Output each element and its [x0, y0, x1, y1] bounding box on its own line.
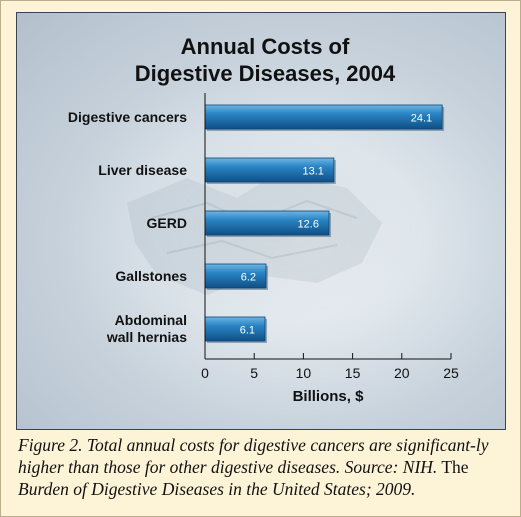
x-tick-label: 15: [345, 365, 361, 381]
x-tick-label: 20: [394, 365, 410, 381]
category-label: Liver disease: [98, 162, 187, 178]
category-label: Gallstones: [115, 268, 187, 284]
caption-italic-text: Figure 2. Total annual costs for digesti…: [18, 435, 489, 477]
chart-title-line: Annual Costs of: [181, 34, 350, 59]
bar: [204, 104, 443, 130]
chart-title-line: Digestive Diseases, 2004: [135, 61, 396, 86]
caption-plain-text: The: [437, 457, 469, 477]
bar-value-label: 24.1: [411, 113, 432, 125]
x-axis-label: Billions, $: [293, 388, 365, 405]
x-tick-label: 25: [443, 365, 459, 381]
bar: [204, 263, 267, 289]
x-tick-label: 5: [250, 365, 258, 381]
bar: [204, 157, 335, 183]
bar-value-label: 12.6: [298, 219, 319, 231]
x-tick-label: 10: [296, 365, 312, 381]
category-label: Abdominal: [115, 312, 187, 328]
caption-year: ; 2009.: [365, 479, 416, 499]
bar-value-label: 6.1: [240, 325, 255, 337]
category-label: wall hernias: [106, 329, 187, 345]
caption-source-title: Burden of Digestive Diseases in the Unit…: [18, 479, 366, 499]
category-label: Digestive cancers: [68, 109, 187, 125]
bar: [204, 316, 266, 342]
bar-value-label: 13.1: [302, 166, 323, 178]
x-axis: 0 5 10 15 20 25 Billions, $: [201, 93, 459, 405]
category-label: GERD: [147, 215, 187, 231]
chart-panel: Annual Costs of Digestive Diseases, 2004 …: [16, 12, 506, 430]
x-tick-label: 0: [201, 365, 209, 381]
figure-caption: Figure 2. Total annual costs for digesti…: [18, 434, 510, 500]
bar-value-label: 6.2: [241, 272, 256, 284]
